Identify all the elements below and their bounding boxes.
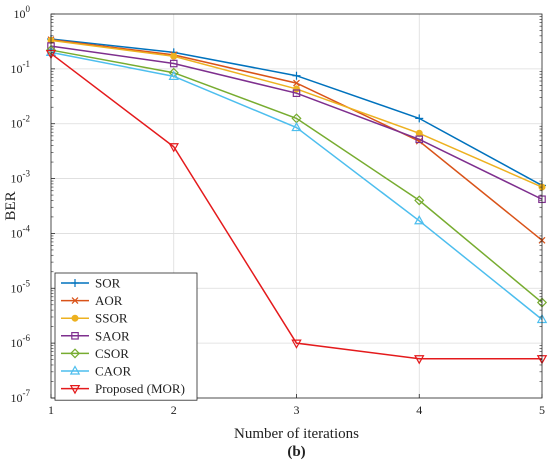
marker-square — [415, 135, 424, 144]
y-tick-label: 100 — [14, 4, 31, 21]
marker-diamond — [69, 348, 81, 359]
marker-x — [293, 79, 300, 87]
series-line-csor — [50, 49, 543, 304]
x-tick-label: 3 — [294, 403, 300, 417]
x-axis-label: Number of iterations — [234, 426, 359, 442]
series-line-proposed-mor — [50, 52, 542, 360]
y-axis-label: BER — [3, 191, 19, 220]
legend-entry-caor: CAOR — [61, 364, 131, 379]
x-tick-label: 4 — [416, 403, 422, 417]
legend-label: SOR — [95, 276, 121, 291]
legend-entry-ssor: SSOR — [61, 311, 128, 326]
y-tick-label: 10-3 — [11, 169, 31, 186]
legend-label: AOR — [95, 293, 123, 308]
y-tick-label: 10-6 — [11, 333, 31, 350]
x-tick-label: 5 — [539, 403, 545, 417]
marker-triangle-up — [168, 70, 179, 80]
marker-triangle-up — [414, 215, 425, 225]
marker-square — [292, 89, 301, 97]
marker-triangle-down — [69, 385, 81, 395]
legend-label: Proposed (MOR) — [95, 381, 185, 396]
marker-square — [169, 59, 178, 68]
series-line-caor — [50, 51, 543, 321]
marker-triangle-down — [291, 339, 302, 349]
x-tick-label: 1 — [48, 403, 54, 417]
y-tick-label: 10-5 — [11, 278, 31, 295]
marker-dot — [415, 129, 423, 137]
legend-entry-csor: CSOR — [61, 346, 129, 361]
marker-triangle-up — [291, 121, 302, 132]
y-tick-label: 10-4 — [11, 223, 31, 240]
series-ssor — [47, 36, 546, 191]
marker-dot — [170, 52, 178, 60]
marker-triangle-up — [69, 365, 81, 375]
marker-plus — [292, 71, 301, 80]
marker-triangle-down — [414, 355, 425, 365]
subfigure-label: (b) — [287, 444, 305, 460]
legend-label: SAOR — [95, 328, 130, 343]
series-line-saor — [50, 45, 543, 200]
marker-triangle-down — [168, 143, 179, 153]
legend-entry-proposed-mor: Proposed (MOR) — [61, 381, 185, 396]
y-tick-label: 10-7 — [11, 388, 31, 405]
legend: SOR AOR SSOR SAOR CSOR CAOR Proposed (MOR) — [54, 272, 198, 401]
legend-label: SSOR — [95, 311, 128, 326]
legend-entry-saor: SAOR — [61, 328, 130, 343]
axis-ticks: 1 2 3 4 5 100 10-1 10-2 10-3 10-4 10-5 10-6 10-7 — [11, 4, 546, 417]
y-tick-label: 10-2 — [11, 114, 31, 131]
y-tick-label: 10-1 — [11, 59, 31, 76]
legend-label: CSOR — [95, 346, 129, 361]
x-tick-label: 2 — [171, 403, 177, 417]
marker-dot — [293, 85, 300, 93]
legend-entry-aor: AOR — [61, 293, 123, 308]
legend-label: CAOR — [95, 364, 131, 379]
legend-entry-sor: SOR — [61, 276, 121, 291]
marker-plus — [71, 279, 79, 287]
marker-plus — [415, 114, 424, 123]
marker-square — [71, 332, 79, 340]
series-layer — [45, 35, 548, 365]
marker-x — [71, 297, 79, 305]
marker-dot — [71, 314, 79, 322]
marker-diamond — [414, 195, 425, 206]
